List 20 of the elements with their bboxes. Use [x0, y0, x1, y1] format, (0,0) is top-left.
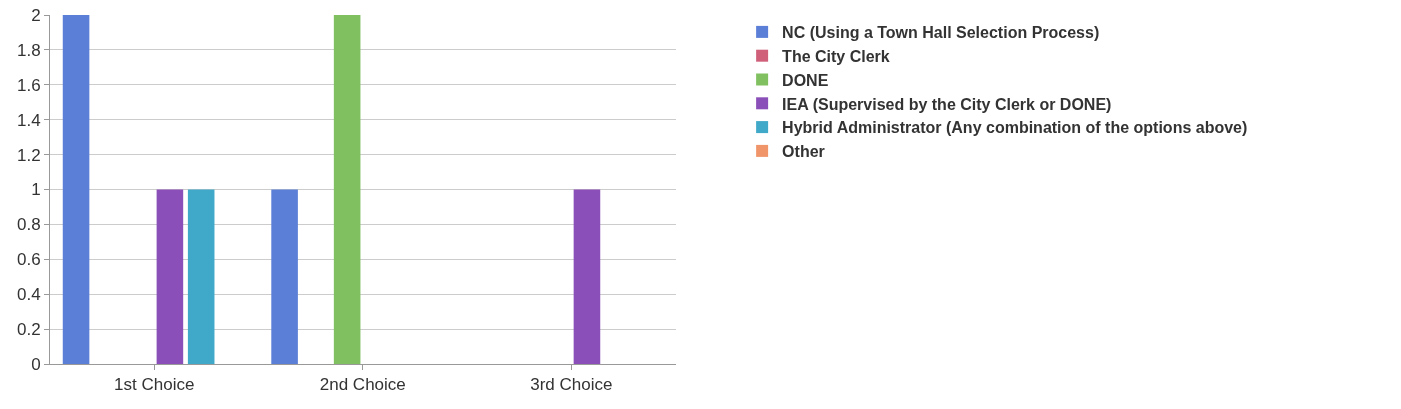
legend-label: The City Clerk	[782, 47, 890, 65]
y-tick-label: 0.2	[16, 320, 41, 340]
legend-label: Other	[782, 143, 825, 161]
y-tick-label: 1.6	[16, 75, 41, 95]
y-tick-label: 2	[31, 5, 41, 25]
legend-label: NC (Using a Town Hall Selection Process)	[782, 24, 1100, 42]
legend-label: IEA (Supervised by the City Clerk or DONE)	[782, 95, 1112, 113]
x-tick-label: 1st Choice	[114, 375, 195, 395]
y-tick-label: 1.8	[16, 40, 41, 60]
y-tick-label: 1.2	[16, 145, 41, 165]
y-tick-label: 1.4	[16, 110, 41, 130]
y-tick-label: 1	[31, 180, 41, 200]
legend-label: DONE	[782, 71, 829, 89]
y-tick-label: 0.4	[16, 285, 41, 305]
y-tick-label: 0.8	[16, 215, 41, 235]
x-tick-label: 2nd Choice	[319, 375, 406, 395]
x-tick-label: 3rd Choice	[530, 375, 613, 395]
legend-label: Hybrid Administrator (Any combination of the options above)	[782, 119, 1248, 137]
y-tick-label: 0.6	[16, 250, 41, 270]
y-tick-label: 0	[31, 354, 41, 374]
